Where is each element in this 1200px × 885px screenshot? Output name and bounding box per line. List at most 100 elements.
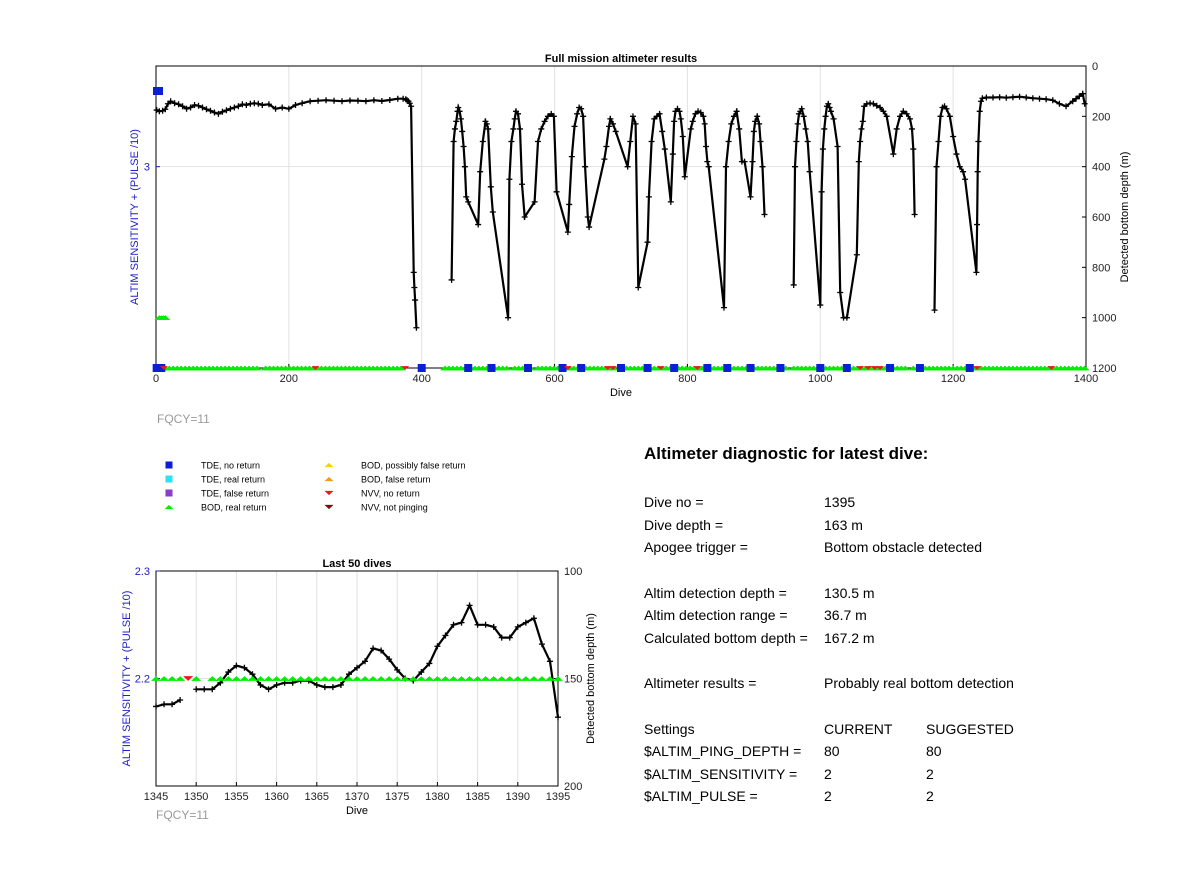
data-point [756,120,763,127]
data-point [370,645,377,652]
data-point [179,103,186,110]
data-point [893,125,900,132]
bod-marker [207,676,218,681]
setting-current: 2 [824,765,832,782]
data-point [346,97,353,104]
y-right-tick-label: 400 [1092,162,1110,174]
data-point [747,193,754,200]
data-point [1036,95,1043,102]
data-point [418,669,425,676]
data-point [819,146,826,153]
nvv-marker [693,366,702,370]
data-point [193,686,200,693]
setting-suggested: 80 [926,743,942,759]
tde-marker [464,364,473,372]
bod-marker [231,676,242,681]
data-point [307,98,314,105]
bod-marker [319,676,330,681]
bod-marker [396,365,407,371]
results-label: Altimeter results = [644,675,757,691]
data-point [183,105,190,112]
data-point [603,143,610,150]
x-tick-label: 1370 [345,791,369,803]
nvv-marker [159,366,168,370]
data-point [1079,90,1086,97]
data-point [754,113,761,120]
bod-marker [376,676,387,681]
y-right-tick-label: 0 [1092,61,1098,73]
data-point [451,125,458,132]
data-point [323,97,330,104]
tde-marker [915,364,924,372]
data-point [1009,94,1016,101]
data-point [792,163,799,170]
data-point [730,113,737,120]
data-point [761,211,768,218]
tde-marker [723,364,732,372]
data-point [859,118,866,125]
det-range-label: Altim detection range = [644,607,788,623]
y-right-tick-label: 1200 [1092,363,1116,375]
tde-marker [703,364,712,372]
data-point [474,621,481,628]
data-point [1076,93,1083,100]
data-point [313,681,320,688]
setting-row: $ALTIM_PING_DEPTH = 80 80 [644,743,1184,766]
y-left-tick-label: 2.3 [135,566,150,578]
data-point [900,108,907,115]
bod-marker [239,676,250,681]
data-point [413,324,420,331]
data-point [687,125,694,132]
data-point [195,102,202,109]
bod-marker [480,676,491,681]
data-point [937,113,944,120]
bod-marker [416,676,427,681]
data-point [404,97,411,104]
data-point [550,113,557,120]
data-point [265,101,272,108]
data-point [506,176,513,183]
data-point [475,221,482,228]
bod-marker [464,676,475,681]
dive-depth-label: Dive depth = [644,516,723,533]
legend-marker [324,490,334,496]
dive-no-value: 1395 [824,494,856,510]
data-point [601,156,608,163]
data-point [830,115,837,122]
data-point [669,151,676,158]
data-point [953,151,960,158]
data-point [677,115,684,122]
det-range-row: Altim detection range = 36.7 m [644,607,1184,630]
data-point [370,97,377,104]
bod-marker [311,676,322,681]
x-tick-label: 600 [545,373,563,385]
nvv-marker [311,366,320,370]
bod-marker [335,676,346,681]
data-point [530,615,537,622]
data-point [235,103,242,110]
data-point [976,108,983,115]
data-point [671,118,678,125]
bod-marker [528,676,539,681]
data-point [580,113,587,120]
data-point [241,664,248,671]
data-point [465,198,472,205]
data-point [201,686,208,693]
data-point [153,107,160,114]
data-point [733,108,740,115]
results-row: Altimeter results = Probably real bottom… [644,675,1184,698]
data-point [990,94,996,101]
y-right-tick-label: 150 [564,674,582,686]
data-point [265,686,272,693]
bod-marker [303,676,314,681]
data-point [515,110,522,117]
data-point [450,138,457,145]
setting-row: $ALTIM_SENSITIVITY = 2 2 [644,766,1184,789]
bod-marker [352,676,362,681]
data-point [568,153,575,160]
x-tick-label: 400 [413,373,431,385]
calc-depth-label: Calculated bottom depth = [644,629,808,646]
data-point [498,634,505,641]
data-point [457,115,464,122]
bod-marker [501,365,512,371]
